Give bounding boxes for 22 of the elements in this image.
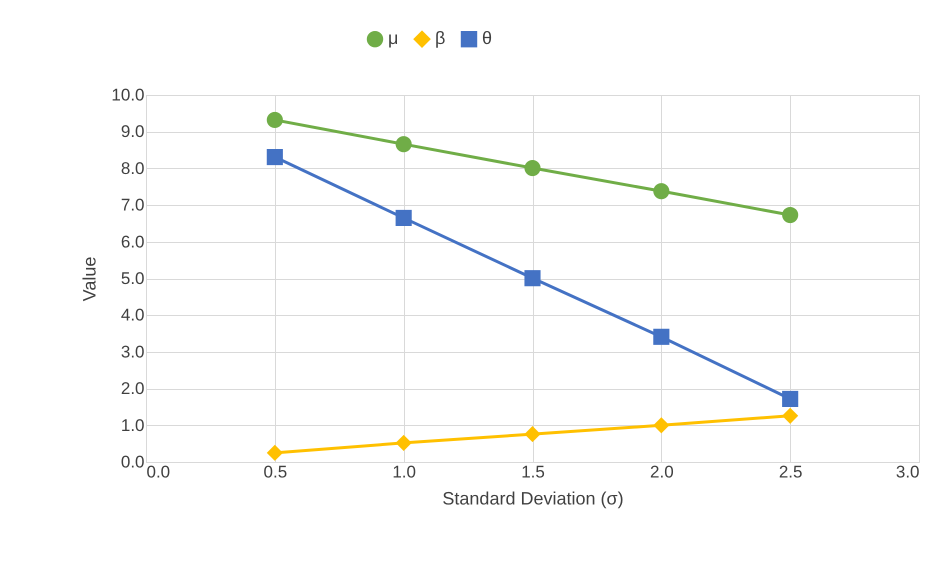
legend-label: β <box>435 28 446 48</box>
y-tick-label: 5.0 <box>120 269 144 288</box>
x-tick-label: 2.0 <box>650 462 674 482</box>
legend-label: μ <box>388 28 398 48</box>
x-tick-label: 2.5 <box>778 462 802 482</box>
y-tick-label: 4.0 <box>120 306 144 325</box>
y-tick-label: 1.0 <box>120 416 144 435</box>
y-tick-label: 7.0 <box>120 196 144 215</box>
x-axis-title: Standard Deviation (σ) <box>442 488 624 508</box>
y-tick-label: 10.0 <box>111 86 144 104</box>
x-tick-label: 1.5 <box>521 462 545 482</box>
y-tick-label: 3.0 <box>120 342 144 362</box>
x-tick-label: 3.0 <box>896 462 920 482</box>
x-tick-label: 0.5 <box>264 462 288 482</box>
x-tick-label: 1.0 <box>392 462 416 482</box>
y-tick-label: 8.0 <box>120 158 144 178</box>
x-tick-label: 0.0 <box>146 462 170 482</box>
y-axis-title: Value <box>79 256 100 302</box>
y-tick-label: 6.0 <box>120 232 144 252</box>
y-tick-label: 2.0 <box>120 379 144 398</box>
legend-label: θ <box>482 28 492 48</box>
y-tick-label: 9.0 <box>120 122 144 142</box>
